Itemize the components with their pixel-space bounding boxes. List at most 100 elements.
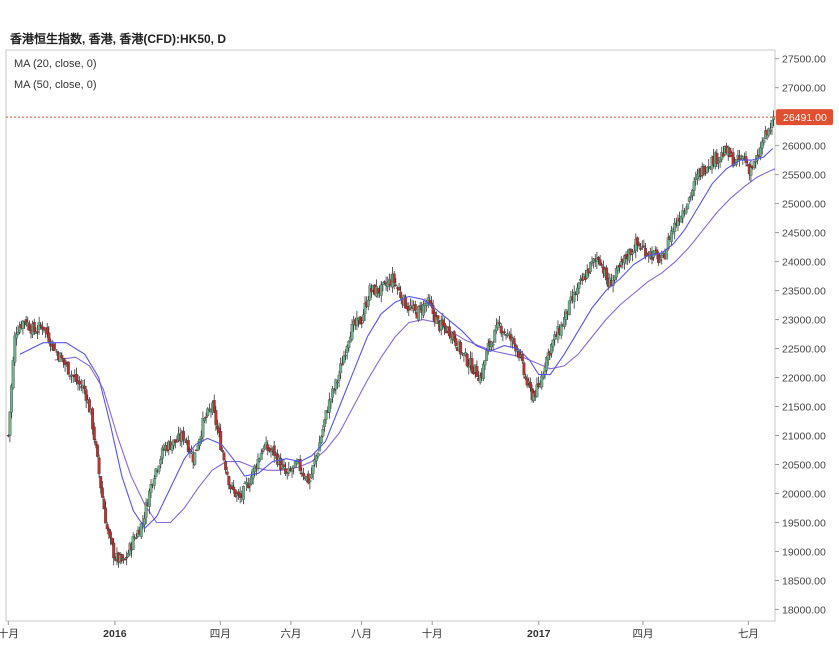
candle-body bbox=[715, 152, 719, 164]
y-tick-label: 20500.00 bbox=[782, 459, 826, 471]
candle-body bbox=[572, 292, 576, 302]
candle-body bbox=[459, 341, 463, 355]
candle-body bbox=[224, 461, 228, 470]
candle-body bbox=[334, 379, 338, 390]
candle-body bbox=[392, 273, 396, 284]
last-price-label: 26491.00 bbox=[783, 112, 827, 124]
y-tick-label: 25000.00 bbox=[782, 199, 826, 211]
candle-body bbox=[78, 380, 82, 385]
y-tick-label: 21500.00 bbox=[782, 402, 826, 414]
candle-body bbox=[99, 476, 103, 489]
x-tick-label: 四月 bbox=[210, 628, 231, 640]
candle-body bbox=[131, 536, 135, 550]
candle-body bbox=[267, 448, 271, 452]
candle-body bbox=[481, 363, 485, 379]
candle-body bbox=[32, 321, 36, 332]
candle-body bbox=[632, 251, 636, 253]
candle-body bbox=[413, 304, 417, 311]
candle-body bbox=[512, 338, 516, 345]
last-price-tag bbox=[776, 109, 833, 126]
candle-body bbox=[10, 385, 14, 413]
candle-body bbox=[220, 450, 224, 452]
candle-body bbox=[316, 453, 320, 457]
candle-body bbox=[762, 139, 766, 143]
candle-body bbox=[767, 128, 771, 136]
candle-body bbox=[14, 333, 18, 339]
candle-body bbox=[284, 468, 288, 474]
candle-body bbox=[436, 315, 440, 320]
candle-body bbox=[102, 498, 106, 510]
candle-body bbox=[319, 436, 323, 443]
candle-body bbox=[728, 147, 732, 158]
candle-body bbox=[175, 441, 179, 443]
candle-body bbox=[397, 287, 401, 291]
candle-body bbox=[269, 450, 273, 453]
candle-body bbox=[96, 444, 99, 457]
candle-body bbox=[642, 245, 646, 248]
plot-frame bbox=[5, 49, 776, 622]
candle-body bbox=[310, 474, 313, 479]
candle-body bbox=[144, 502, 148, 518]
candle-body bbox=[16, 332, 20, 335]
candle-body bbox=[238, 493, 242, 498]
candle-body bbox=[749, 167, 753, 176]
candle-body bbox=[605, 267, 609, 281]
candle-body bbox=[379, 284, 383, 296]
legend-ma50[interactable]: MA (50, close, 0) bbox=[14, 79, 97, 91]
candle-body bbox=[515, 349, 519, 352]
candle-body bbox=[559, 324, 563, 336]
candle-body bbox=[329, 398, 333, 403]
candle-body bbox=[308, 480, 312, 483]
candle-body bbox=[66, 361, 70, 375]
candle-body bbox=[47, 332, 51, 342]
candle-body bbox=[465, 353, 469, 367]
candle-body bbox=[366, 299, 370, 307]
candle-body bbox=[222, 452, 226, 461]
candle-body bbox=[689, 195, 693, 198]
candle-body bbox=[666, 237, 670, 249]
candle-body bbox=[290, 470, 294, 472]
candle-body bbox=[485, 350, 489, 361]
candle-body bbox=[631, 251, 634, 255]
candle-body bbox=[772, 116, 776, 120]
y-tick-label: 19500.00 bbox=[782, 517, 826, 529]
candle-body bbox=[83, 385, 86, 390]
candle-body bbox=[143, 518, 146, 526]
candle-body bbox=[705, 167, 709, 173]
y-axis: 27500.0027000.0026500.0026000.0025500.00… bbox=[775, 54, 826, 616]
candle-body bbox=[147, 490, 151, 507]
y-tick-label: 22500.00 bbox=[782, 344, 826, 356]
candle-body bbox=[363, 303, 367, 314]
candle-body bbox=[311, 465, 315, 474]
candle-body bbox=[248, 484, 252, 487]
candle-body bbox=[618, 264, 622, 268]
candle-body bbox=[660, 255, 664, 258]
candle-body bbox=[259, 452, 263, 460]
candle-body bbox=[324, 410, 328, 420]
x-tick-label: 2017 bbox=[527, 628, 551, 640]
candle-body bbox=[598, 259, 602, 266]
candle-body bbox=[759, 147, 763, 157]
candle-body bbox=[109, 531, 112, 538]
candle-body bbox=[225, 471, 229, 475]
candle-body bbox=[347, 341, 351, 348]
candle-body bbox=[340, 363, 344, 366]
candle-body bbox=[201, 418, 205, 438]
y-tick-label: 18000.00 bbox=[782, 604, 826, 616]
candle-body bbox=[241, 486, 245, 500]
candle-body bbox=[42, 326, 46, 331]
candle-body bbox=[754, 160, 758, 163]
candle-body bbox=[503, 331, 506, 333]
candle-body bbox=[91, 408, 95, 430]
candle-body bbox=[183, 439, 187, 441]
y-tick-label: 24500.00 bbox=[782, 228, 826, 240]
candle-body bbox=[661, 253, 665, 255]
candle-body bbox=[97, 457, 101, 475]
candle-body bbox=[92, 426, 96, 440]
legend-ma20[interactable]: MA (20, close, 0) bbox=[14, 58, 97, 70]
candle-body bbox=[186, 440, 190, 452]
candle-body bbox=[181, 430, 185, 441]
candle-body bbox=[212, 400, 216, 412]
candle-body bbox=[34, 332, 38, 335]
